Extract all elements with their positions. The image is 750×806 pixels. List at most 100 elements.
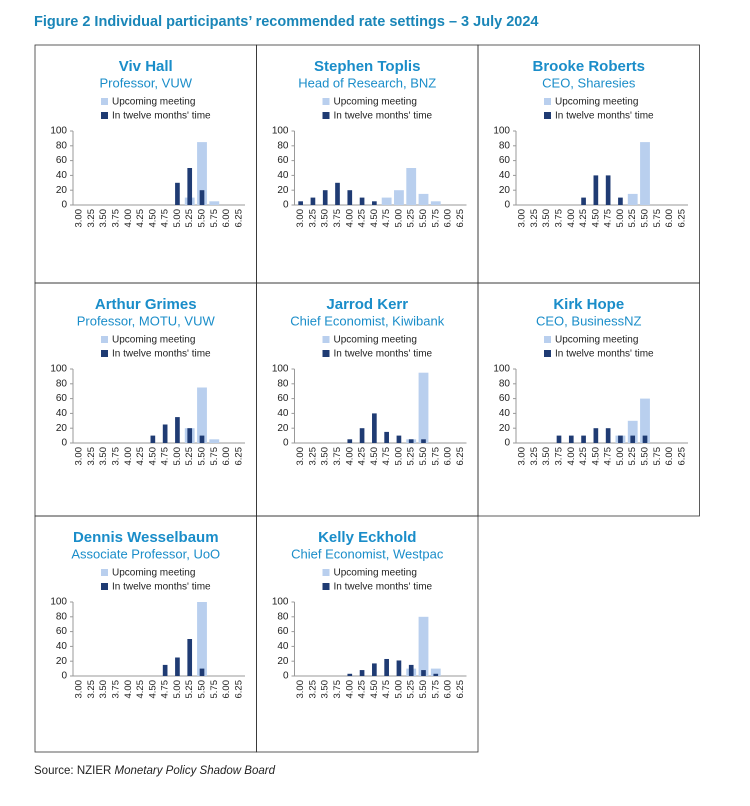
x-tick-label: 3.75	[554, 447, 565, 466]
bar	[372, 663, 377, 676]
bar	[310, 197, 316, 205]
x-tick-label: 5.50	[197, 680, 208, 699]
chart-subtitle: CEO, Sharesies	[542, 75, 636, 90]
x-tick-label: 5.50	[197, 447, 208, 466]
bar	[187, 168, 193, 205]
figure-title: Figure 2 Individual participants’ recomm…	[34, 14, 538, 30]
y-tick-label: 0	[283, 671, 289, 682]
x-tick-label: 3.50	[541, 447, 552, 466]
x-tick-label: 5.75	[430, 680, 441, 699]
y-tick-label: 40	[56, 641, 68, 652]
bar	[418, 372, 429, 443]
x-tick-label: 5.00	[393, 447, 404, 466]
x-tick-label: 4.25	[135, 209, 146, 228]
legend-label: In twelve months' time	[334, 582, 433, 593]
x-tick-label: 5.50	[197, 209, 208, 228]
x-tick-label: 5.75	[209, 447, 220, 466]
bar	[396, 660, 402, 676]
legend-label: In twelve months' time	[112, 582, 211, 593]
x-tick-label: 5.75	[652, 209, 663, 228]
x-tick-label: 5.25	[184, 209, 195, 228]
x-tick-label: 3.50	[320, 447, 331, 466]
legend-label: Upcoming meeting	[112, 97, 195, 108]
bar	[197, 387, 207, 443]
legend-label: In twelve months' time	[334, 111, 433, 122]
bar	[630, 435, 636, 443]
x-tick-label: 4.75	[381, 447, 392, 466]
x-tick-label: 3.00	[517, 447, 528, 466]
bar	[335, 182, 340, 205]
y-tick-label: 40	[277, 641, 289, 652]
x-tick-label: 4.75	[381, 680, 392, 699]
x-tick-label: 4.25	[357, 447, 368, 466]
bar	[384, 658, 389, 676]
x-tick-label: 3.25	[307, 680, 318, 699]
x-tick-label: 6.25	[455, 680, 466, 699]
x-tick-label: 5.00	[393, 680, 404, 699]
panel-border	[477, 282, 700, 517]
x-tick-label: 5.25	[184, 680, 195, 699]
y-tick-label: 60	[56, 626, 68, 637]
legend-label: In twelve months' time	[334, 349, 433, 360]
chart-subtitle: Associate Professor, UoO	[71, 546, 220, 561]
legend-swatch	[322, 350, 330, 357]
x-tick-label: 3.50	[98, 209, 109, 228]
x-tick-label: 4.00	[344, 209, 355, 228]
x-tick-label: 5.75	[652, 447, 663, 466]
y-tick-label: 100	[50, 364, 67, 375]
y-tick-label: 80	[56, 378, 68, 389]
x-tick-label: 4.50	[147, 447, 158, 466]
x-tick-label: 4.00	[344, 447, 355, 466]
x-tick-label: 5.75	[209, 680, 220, 699]
x-tick-label: 5.00	[172, 680, 183, 699]
bar	[618, 197, 623, 205]
x-tick-label: 3.75	[111, 680, 122, 699]
chart-title: Stephen Toplis	[314, 58, 420, 75]
x-tick-label: 4.25	[357, 680, 368, 699]
bar	[568, 435, 574, 443]
x-tick-label: 3.75	[554, 209, 565, 228]
y-tick-label: 20	[56, 185, 68, 196]
chart-title: Viv Hall	[119, 58, 173, 75]
x-tick-label: 3.75	[332, 680, 343, 699]
x-tick-label: 4.00	[566, 209, 577, 228]
y-tick-label: 60	[277, 393, 289, 404]
legend-swatch	[544, 350, 551, 357]
chart-subtitle: Professor, VUW	[100, 75, 193, 90]
x-tick-label: 4.00	[566, 447, 577, 466]
bar	[162, 424, 168, 443]
bar	[199, 190, 205, 205]
x-tick-label: 4.75	[603, 447, 614, 466]
y-tick-label: 40	[277, 408, 289, 419]
legend-swatch	[101, 98, 108, 105]
x-tick-label: 3.00	[74, 447, 85, 466]
x-tick-label: 6.00	[221, 680, 232, 699]
x-tick-label: 4.25	[135, 680, 146, 699]
bar	[298, 201, 303, 205]
y-tick-label: 80	[56, 611, 68, 622]
y-tick-label: 100	[50, 597, 67, 608]
x-tick-label: 5.00	[172, 209, 183, 228]
legend-label: Upcoming meeting	[555, 335, 638, 346]
bar	[372, 413, 377, 443]
bar	[418, 616, 429, 676]
y-tick-label: 60	[499, 393, 511, 404]
x-tick-label: 4.75	[381, 209, 392, 228]
x-tick-label: 4.00	[123, 209, 134, 228]
bar	[347, 190, 353, 205]
chart-title: Kelly Eckhold	[318, 529, 416, 546]
x-tick-label: 6.25	[676, 209, 687, 228]
x-tick-label: 5.75	[430, 447, 441, 466]
legend-label: Upcoming meeting	[112, 568, 195, 579]
source-prefix: Source: NZIER	[34, 765, 111, 777]
y-tick-label: 0	[283, 200, 289, 211]
y-tick-label: 40	[499, 408, 511, 419]
bar	[430, 668, 441, 676]
y-tick-label: 20	[277, 656, 289, 667]
x-tick-label: 5.50	[418, 680, 429, 699]
y-tick-label: 80	[277, 611, 289, 622]
x-tick-label: 3.25	[86, 209, 97, 228]
chart-title: Arthur Grimes	[95, 296, 197, 313]
x-tick-label: 4.00	[123, 447, 134, 466]
x-tick-label: 5.25	[406, 447, 417, 466]
